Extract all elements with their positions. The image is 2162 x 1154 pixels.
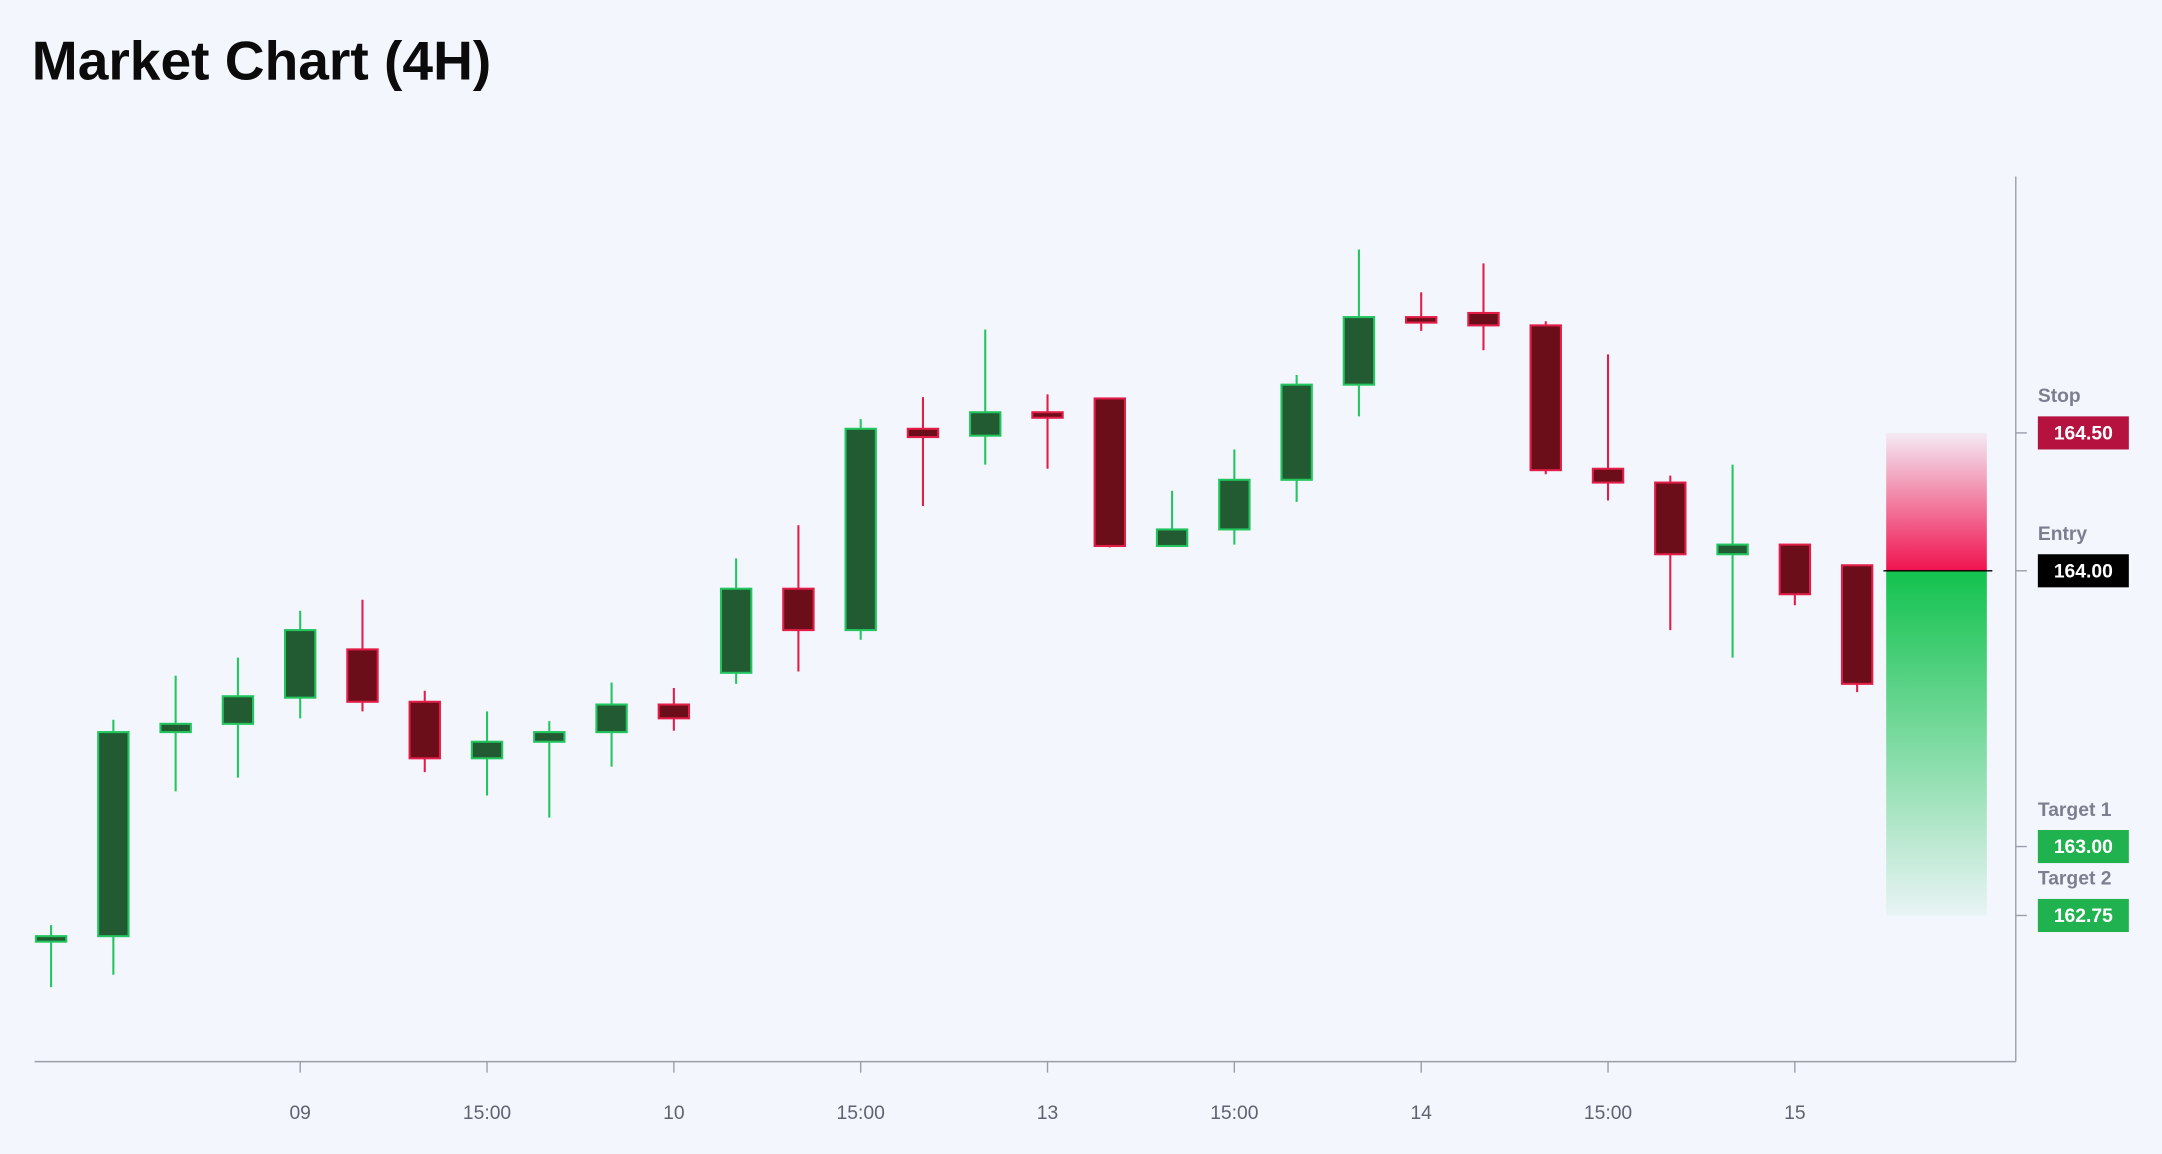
x-tick-label: 13 (1037, 1103, 1058, 1124)
level-name: Stop (2038, 386, 2081, 407)
level-name: Target 1 (2038, 800, 2112, 821)
candle-body (1280, 383, 1313, 481)
chart-title: Market Chart (4H) (32, 29, 491, 91)
candle-body (719, 587, 753, 674)
candle-body (408, 700, 441, 760)
candle-body (1778, 543, 1812, 596)
candle-body (844, 427, 877, 632)
candle-body (1716, 543, 1749, 556)
x-tick-label: 15:00 (837, 1103, 885, 1124)
level-price: 162.75 (2054, 906, 2113, 927)
x-tick-label: 15:00 (463, 1103, 511, 1124)
level-box (2037, 898, 2129, 933)
candle-body (1404, 316, 1438, 324)
candle-body (346, 648, 379, 703)
candle-body (1591, 467, 1625, 484)
candle-body (1654, 481, 1687, 556)
candle-body (595, 703, 628, 734)
x-tick-label: 15:00 (1584, 1103, 1632, 1124)
target-zone (1886, 570, 1987, 916)
candle-body (1031, 411, 1064, 419)
candle-body (221, 695, 255, 725)
stop-zone (1886, 432, 1987, 571)
level-price: 163.00 (2054, 837, 2113, 858)
candle-body (969, 411, 1002, 437)
candle-body (1467, 311, 1500, 327)
candle-body (1840, 564, 1874, 685)
x-tick-label: 09 (289, 1103, 310, 1124)
level-box (2037, 416, 2129, 450)
x-tick-label: 15:00 (1210, 1103, 1258, 1124)
candle-body (1155, 528, 1189, 548)
candle-body (1093, 397, 1127, 548)
x-tick-label: 15 (1784, 1103, 1805, 1124)
candle-body (1218, 478, 1251, 531)
candle-body (1342, 316, 1376, 386)
candle-body (533, 731, 566, 743)
candle-body (283, 629, 317, 699)
level-name: Entry (2038, 524, 2088, 545)
candle-body (782, 587, 815, 632)
x-tick-label: 10 (663, 1103, 684, 1124)
level-name: Target 2 (2038, 869, 2112, 890)
level-box (2037, 554, 2129, 588)
x-tick-label: 14 (1410, 1103, 1432, 1124)
candle-body (97, 731, 130, 938)
level-box (2037, 829, 2129, 864)
candle-body (470, 740, 504, 760)
level-price: 164.00 (2054, 561, 2113, 582)
candle-body (906, 427, 940, 439)
candle-body (159, 722, 192, 734)
candle-body (34, 935, 68, 943)
candle-body (657, 703, 691, 720)
level-price: 164.50 (2054, 423, 2113, 444)
candle-body (1529, 324, 1562, 472)
